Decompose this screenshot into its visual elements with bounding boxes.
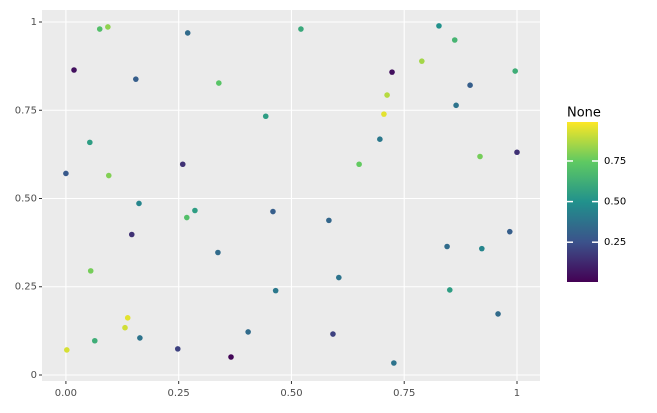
point bbox=[506, 228, 513, 235]
point bbox=[446, 287, 453, 293]
point bbox=[91, 337, 98, 344]
legend-title: None bbox=[567, 106, 601, 121]
point bbox=[136, 200, 142, 207]
y-tick-label: 1 bbox=[31, 17, 37, 28]
colorbar-tick-label: 0.75 bbox=[604, 156, 626, 167]
point bbox=[512, 68, 518, 74]
point bbox=[183, 214, 190, 221]
point bbox=[419, 58, 425, 64]
point bbox=[514, 149, 520, 156]
point bbox=[245, 329, 251, 335]
point bbox=[137, 335, 143, 341]
point bbox=[477, 153, 483, 160]
point bbox=[381, 111, 387, 117]
point bbox=[215, 249, 221, 256]
point bbox=[298, 26, 304, 32]
point bbox=[453, 102, 459, 109]
point bbox=[184, 30, 191, 36]
x-tick-label: 1 bbox=[514, 388, 520, 399]
point bbox=[174, 346, 181, 352]
point bbox=[133, 76, 139, 82]
point bbox=[270, 208, 276, 215]
y-tick-label: 0.25 bbox=[15, 282, 37, 293]
point bbox=[495, 311, 501, 317]
point bbox=[467, 82, 473, 88]
point bbox=[87, 268, 94, 274]
x-tick-label: 0.25 bbox=[168, 388, 190, 399]
point bbox=[330, 331, 336, 337]
point bbox=[444, 243, 450, 250]
point bbox=[356, 161, 362, 168]
point bbox=[63, 170, 69, 177]
point bbox=[105, 24, 111, 30]
point bbox=[96, 26, 103, 32]
point bbox=[377, 136, 383, 142]
point bbox=[336, 274, 342, 281]
point bbox=[124, 315, 131, 321]
point bbox=[216, 80, 222, 86]
y-tick-label: 0.50 bbox=[15, 194, 37, 205]
y-tick-label: 0 bbox=[31, 370, 37, 381]
point bbox=[451, 37, 458, 43]
point bbox=[326, 217, 332, 224]
y-tick-label: 0.75 bbox=[15, 105, 37, 116]
point bbox=[389, 69, 395, 75]
point bbox=[105, 172, 112, 179]
point bbox=[71, 67, 77, 73]
point bbox=[391, 360, 397, 366]
point bbox=[479, 245, 485, 252]
point bbox=[192, 207, 198, 214]
point bbox=[122, 324, 128, 331]
point bbox=[262, 113, 269, 120]
point bbox=[228, 354, 234, 360]
x-tick-label: 0.00 bbox=[55, 388, 77, 399]
x-tick-label: 0.50 bbox=[280, 388, 302, 399]
x-tick-label: 0.75 bbox=[393, 388, 415, 399]
point bbox=[384, 92, 390, 98]
point bbox=[272, 287, 279, 294]
colorbar-tick-label: 0.25 bbox=[604, 237, 626, 248]
point bbox=[436, 23, 442, 29]
point bbox=[87, 139, 93, 146]
point bbox=[179, 161, 186, 168]
point bbox=[64, 347, 70, 353]
point bbox=[128, 231, 135, 238]
colorbar-tick-label: 0.50 bbox=[604, 197, 626, 208]
